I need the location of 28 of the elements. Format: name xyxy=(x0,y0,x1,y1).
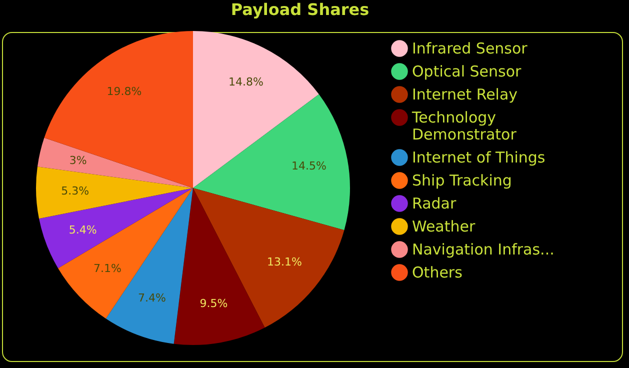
pie-slice xyxy=(44,31,193,188)
pie-slice xyxy=(193,188,344,328)
legend-label: Internet of Things xyxy=(412,148,546,166)
chart-title: Payload Shares xyxy=(230,0,370,19)
data-label: 3% xyxy=(69,154,87,167)
legend-label: Others xyxy=(412,264,463,282)
data-label: 19.8% xyxy=(106,85,142,98)
pie-slice xyxy=(36,166,193,219)
legend-label: Ship Tracking xyxy=(412,172,512,190)
data-label: 5.4% xyxy=(68,223,97,236)
legend-label: Technology Demonstrator xyxy=(411,108,518,144)
data-label: 14.5% xyxy=(292,159,326,172)
legend-label: Internet Relay xyxy=(412,86,518,104)
pie-slice xyxy=(193,94,350,230)
data-label: 9.5% xyxy=(200,297,228,310)
data-label: 5.3% xyxy=(61,184,90,198)
legend-label: Radar xyxy=(412,194,457,212)
data-label: 7.1% xyxy=(93,262,122,276)
pie-slice xyxy=(174,188,265,345)
legend-label: Navigation Infras... xyxy=(412,240,554,258)
data-label: 7.4% xyxy=(138,292,166,305)
pie-slice xyxy=(37,138,193,188)
legend-label: Optical Sensor xyxy=(412,62,522,80)
legend-label: Weather xyxy=(412,218,476,236)
data-label: 14.8% xyxy=(228,76,264,89)
legend-label: Infrared Sensor xyxy=(412,40,528,58)
pie-slice xyxy=(58,188,193,319)
data-label: 13.1% xyxy=(266,256,302,269)
